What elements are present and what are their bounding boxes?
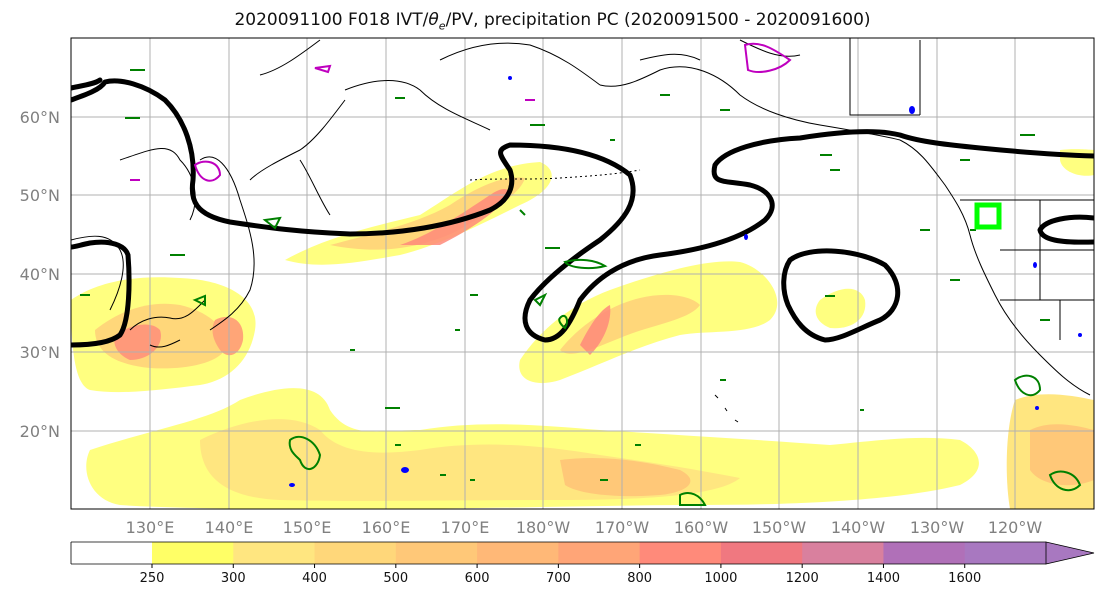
lat-label: 50°N xyxy=(20,186,60,205)
colorbar-tick-label: 500 xyxy=(383,571,408,586)
lon-label: 180°W xyxy=(516,518,571,537)
lon-label: 160°W xyxy=(674,518,729,537)
colorbar-segment xyxy=(314,542,397,564)
colorbar-segment xyxy=(152,542,234,564)
lon-label: 150°W xyxy=(752,518,807,537)
title-theta-sub: e xyxy=(438,19,446,33)
colorbar-tick-label: 250 xyxy=(140,571,165,586)
target-box xyxy=(974,202,1002,230)
lon-label: 140°W xyxy=(831,518,886,537)
colorbar-segment xyxy=(477,542,559,564)
lat-label: 30°N xyxy=(20,343,60,362)
lon-label: 140°E xyxy=(205,518,254,537)
lon-label: 130°E xyxy=(126,518,175,537)
colorbar-segment xyxy=(233,542,316,564)
colorbar-tick-label: 300 xyxy=(221,571,246,586)
coastlines xyxy=(71,38,1094,423)
precip-contours xyxy=(289,76,1082,487)
lat-label: 60°N xyxy=(20,108,60,127)
colorbar: 250 300 400 500 600 700 800 1000 1200 1400 1600 xyxy=(70,541,1095,586)
colorbar-segment xyxy=(395,542,478,564)
pv-contours-alt xyxy=(130,42,792,182)
title-theta: θ xyxy=(428,10,439,30)
lat-labels: 60°N 50°N 40°N 30°N 20°N xyxy=(20,108,60,441)
colorbar-segment xyxy=(883,542,966,564)
colorbar-tick-label: 1400 xyxy=(867,571,900,586)
plot-title: 2020091100 F018 IVT/θe/PV, precipitation… xyxy=(0,10,1105,32)
map-frame xyxy=(70,37,1095,510)
title-prefix: 2020091100 F018 IVT/ xyxy=(234,10,429,30)
graticule xyxy=(71,38,1094,509)
lon-label: 120°W xyxy=(988,518,1043,537)
lon-label: 160°E xyxy=(362,518,411,537)
lon-label: 170°W xyxy=(595,518,650,537)
colorbar-segment-empty xyxy=(71,542,152,564)
colorbar-segment xyxy=(558,542,641,564)
colorbar-segment xyxy=(802,542,884,564)
colorbar-tick-label: 600 xyxy=(465,571,490,586)
colorbar-tick-label: 1600 xyxy=(948,571,981,586)
colorbar-segment xyxy=(720,542,803,564)
colorbar-tick-label: 700 xyxy=(546,571,571,586)
lat-label: 40°N xyxy=(20,265,60,284)
colorbar-segment xyxy=(639,542,722,564)
colorbar-extend-arrow xyxy=(1045,541,1095,565)
lon-label: 170°E xyxy=(441,518,490,537)
colorbar-tick-label: 800 xyxy=(627,571,652,586)
lat-label: 20°N xyxy=(20,422,60,441)
colorbar-tick-label: 1200 xyxy=(786,571,819,586)
lon-labels: 130°E 140°E 150°E 160°E 170°E 180°W 170°… xyxy=(126,518,1043,537)
colorbar-tick-label: 1000 xyxy=(704,571,737,586)
pv-contours xyxy=(80,69,1082,506)
colorbar-tick-label: 400 xyxy=(302,571,327,586)
lon-label: 130°W xyxy=(910,518,965,537)
colorbar-segment xyxy=(964,542,1047,564)
title-suffix: /PV, precipitation PC (2020091500 - 2020… xyxy=(445,10,871,30)
lon-label: 150°E xyxy=(283,518,332,537)
